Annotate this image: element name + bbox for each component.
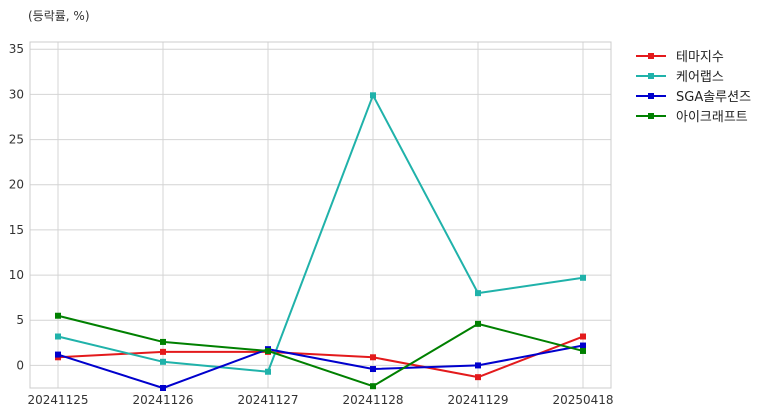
legend-swatch-marker xyxy=(648,93,654,99)
data-point xyxy=(370,383,376,390)
y-tick-label: 10 xyxy=(9,268,24,282)
y-tick-label: 30 xyxy=(9,87,24,101)
legend-label: 테마지수 xyxy=(676,50,724,65)
data-point xyxy=(370,354,376,361)
data-point xyxy=(475,290,481,297)
x-tick-label: 20241125 xyxy=(27,393,88,407)
series-line xyxy=(57,344,584,389)
series-line xyxy=(57,335,584,379)
y-axis-ticks: 0 5 10 15 20 25 30 35 xyxy=(9,42,24,372)
legend-item: SGA솔루션즈 xyxy=(636,90,751,105)
series-line xyxy=(57,94,584,373)
y-tick-label: 25 xyxy=(9,133,24,147)
y-tick-label: 15 xyxy=(9,223,24,237)
y-tick-label: 5 xyxy=(16,313,24,327)
data-point xyxy=(580,347,586,354)
x-tick-label: 20250418 xyxy=(552,393,613,407)
x-axis-ticks: 20241125 20241126 20241127 20241128 20241129… xyxy=(27,393,613,407)
data-point xyxy=(160,358,166,365)
series-2 xyxy=(55,92,586,375)
data-point xyxy=(55,333,61,340)
plot-frame xyxy=(29,41,612,389)
y-tick-label: 0 xyxy=(16,358,24,372)
legend-label: 아이크래프트 xyxy=(676,110,748,125)
data-point xyxy=(55,351,61,358)
data-point xyxy=(580,342,586,349)
legend-item: 아이크래프트 xyxy=(636,110,748,125)
x-tick-label: 20241127 xyxy=(237,393,298,407)
data-point xyxy=(265,368,271,375)
legend-swatch-marker xyxy=(648,73,654,79)
data-point xyxy=(370,366,376,373)
series-1 xyxy=(55,333,586,381)
unit-label: (등락률, %) xyxy=(28,9,90,23)
data-point xyxy=(370,92,376,99)
series-line xyxy=(57,314,584,388)
legend-swatch-marker xyxy=(648,113,654,119)
legend-item: 케어랩스 xyxy=(636,70,724,85)
legend-label: 케어랩스 xyxy=(676,70,724,85)
data-point xyxy=(475,362,481,369)
data-point xyxy=(160,385,166,391)
legend-label: SGA솔루션즈 xyxy=(676,90,751,105)
x-tick-label: 20241129 xyxy=(447,393,508,407)
data-point xyxy=(580,274,586,281)
x-tick-label: 20241128 xyxy=(342,393,403,407)
legend-item: 테마지수 xyxy=(636,50,724,65)
data-point xyxy=(580,333,586,340)
y-tick-label: 20 xyxy=(9,178,24,192)
data-point xyxy=(160,348,166,355)
y-tick-label: 35 xyxy=(9,42,24,56)
data-point xyxy=(55,312,61,319)
data-point xyxy=(265,347,271,354)
x-tick-label: 20241126 xyxy=(132,393,193,407)
legend-swatch-marker xyxy=(648,53,654,59)
data-point xyxy=(160,338,166,345)
data-point xyxy=(475,320,481,327)
series-layer xyxy=(55,92,586,391)
series-4 xyxy=(55,312,586,390)
data-point xyxy=(475,374,481,381)
grid xyxy=(30,42,611,388)
